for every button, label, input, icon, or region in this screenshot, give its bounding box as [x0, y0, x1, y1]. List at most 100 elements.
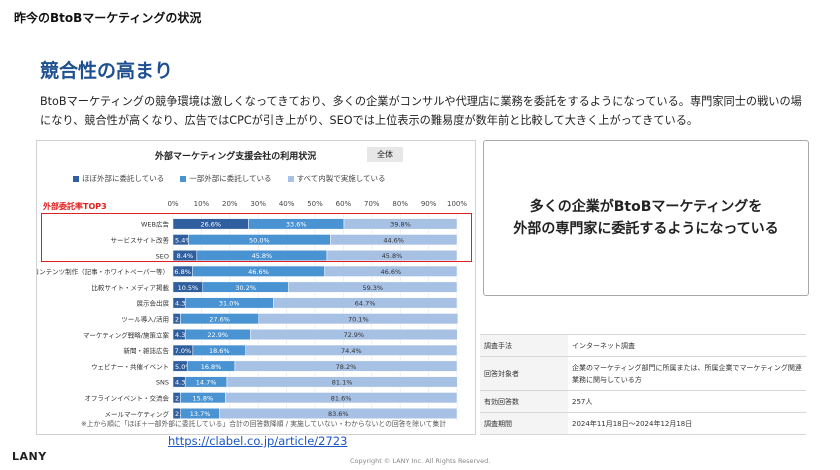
data-label: 39.8% [390, 221, 411, 229]
table-row: 有効回答数 257人 [480, 390, 806, 413]
copyright-text: Copyright © LANY Inc. All Rights Reserve… [350, 457, 491, 465]
slide-header-title: 昨今のBtoBマーケティングの状況 [14, 11, 202, 25]
table-row: 回答対象者 企業のマーケティング部門に所属または、所属企業でマーケティング関連業… [480, 356, 806, 391]
chart-footnote: ※上から順に「ほぼ＋一部外部に委託している」合計の回答数降順 / 実施していない… [81, 420, 447, 428]
bar-segment [326, 250, 458, 261]
bar-segment [245, 344, 458, 356]
x-tick-label: 60% [336, 200, 352, 208]
survey-key: 有効回答数 [480, 390, 568, 413]
data-label: 46.6% [248, 268, 269, 276]
x-tick-label: 90% [421, 200, 437, 208]
bar-segment [343, 218, 458, 230]
source-link[interactable]: https://clabel.co.jp/article/2723 [168, 434, 348, 448]
data-label: 33.6% [286, 221, 307, 229]
data-label: 5.0% [175, 363, 192, 371]
category-label: オフラインイベント・交流会 [85, 393, 170, 402]
data-label: 4.3% [175, 379, 192, 387]
data-label: 50.0% [249, 236, 270, 244]
bar-segment [225, 392, 458, 404]
bar-segment [234, 360, 458, 372]
data-label: 31.0% [219, 300, 240, 308]
survey-key: 調査期間 [480, 412, 568, 435]
bar-segment [226, 376, 458, 388]
survey-value: インターネット調査 [568, 334, 806, 357]
x-tick-label: 40% [279, 200, 295, 208]
x-tick-label: 20% [222, 200, 238, 208]
data-label: 16.8% [201, 363, 222, 371]
legend-swatch [287, 176, 294, 182]
survey-key: 調査手法 [480, 334, 568, 357]
category-label: サービスサイト改善 [111, 235, 170, 244]
table-row: 調査期間 2024年11月18日〜2024年12月18日 [480, 412, 806, 435]
brand-logo: LANY [12, 450, 47, 463]
key-message-line-2: 外部の専門家に委託するようになっている [513, 221, 779, 237]
chart-scope-badge: 全体 [367, 147, 403, 162]
section-description: BtoBマーケティングの競争環境は激しくなってきており、多くの企業がコンサルや代… [40, 95, 802, 127]
section-heading: 競合性の高まり [40, 60, 174, 82]
legend-label: 一部外部に委託している [189, 174, 272, 183]
data-label: 74.4% [341, 347, 362, 355]
legend-label: すべて内製で実施している [296, 174, 386, 183]
bar-segment [219, 408, 458, 419]
data-label: 26.6% [200, 221, 221, 229]
data-label: 59.3% [362, 284, 383, 292]
data-label: 22.9% [207, 331, 228, 339]
x-tick-label: 70% [364, 200, 380, 208]
bar-segment [330, 234, 458, 246]
category-label: 展示会出展 [137, 299, 170, 308]
data-label: 83.6% [328, 410, 349, 418]
data-label: 27.6% [209, 315, 230, 323]
category-label: マーケティング戦略/施策立案 [83, 330, 170, 339]
data-label: 45.8% [252, 252, 273, 260]
category-label: WEB広告 [141, 220, 169, 229]
category-label: コンテンツ制作（記事・ホワイトペーパー等） [37, 267, 169, 276]
data-label: 14.7% [196, 379, 217, 387]
data-label: 30.2% [235, 284, 256, 292]
legend-swatch [73, 176, 79, 182]
data-label: 44.6% [383, 236, 404, 244]
data-label: 10.5% [178, 284, 199, 292]
survey-value: 企業のマーケティング部門に所属または、所属企業でマーケティング関連業務に関与して… [568, 356, 806, 391]
chart-legend: ほぼ外部に委託している 一部外部に委託している すべて内製で実施している [73, 173, 386, 184]
data-label: 46.6% [380, 268, 401, 276]
stacked-bar-chart: 0% 10% 20% 30% 40% 50% 60% 70% 80% 90% 100% WEB広告 26… [37, 200, 467, 422]
x-tick-label: 50% [307, 200, 323, 208]
legend-item-partly-outsourced: 一部外部に委託している [180, 173, 272, 184]
bar-segment [324, 265, 458, 277]
category-label: 比較サイト・メディア掲載 [91, 283, 169, 292]
table-row: 調査手法 インターネット調査 [480, 334, 806, 357]
bar-segment [288, 281, 458, 293]
chart-title: 外部マーケティング支援会社の利用状況 [155, 152, 317, 162]
category-label: メールマーケティング [105, 409, 170, 418]
legend-item-inhouse: すべて内製で実施している [287, 173, 386, 184]
top3-highlight-box [41, 213, 472, 262]
x-tick-label: 30% [250, 200, 266, 208]
key-message-line-1: 多くの企業がBtoBマーケティングを [529, 199, 763, 215]
data-label: 4.3% [175, 300, 192, 308]
data-label: 78.2% [336, 363, 357, 371]
data-label: 81.6% [331, 394, 352, 402]
data-label: 13.7% [190, 410, 211, 418]
category-label: ウェビナー・共催イベント [91, 362, 169, 371]
x-tick-label: 100% [447, 200, 467, 208]
legend-label: ほぼ外部に委託している [82, 174, 165, 183]
x-tick-label: 80% [392, 200, 408, 208]
data-label: 81.1% [332, 379, 353, 387]
survey-key: 回答対象者 [480, 356, 568, 391]
data-label: 18.6% [209, 347, 230, 355]
category-label: 新聞・雑誌広告 [124, 346, 170, 355]
bar-segment [273, 297, 458, 309]
chart-panel: 外部マーケティング支援会社の利用状況 全体 ほぼ外部に委託している 一部外部に委… [36, 140, 476, 435]
survey-info-table: 調査手法 インターネット調査 回答対象者 企業のマーケティング部門に所属または、… [480, 334, 806, 435]
x-tick-label: 0% [167, 200, 178, 208]
data-label: 70.1% [348, 315, 369, 323]
data-label: 45.8% [382, 252, 403, 260]
bar-segment [258, 313, 459, 325]
key-message-box: 多くの企業がBtoBマーケティングを 外部の専門家に委託するようになっている [483, 140, 809, 296]
data-label: 5.4% [175, 236, 192, 244]
legend-item-mostly-outsourced: ほぼ外部に委託している [73, 173, 164, 184]
legend-swatch [180, 176, 187, 182]
x-tick-label: 10% [194, 200, 210, 208]
data-label: 4.3% [175, 331, 192, 339]
bar-segment [249, 329, 458, 340]
